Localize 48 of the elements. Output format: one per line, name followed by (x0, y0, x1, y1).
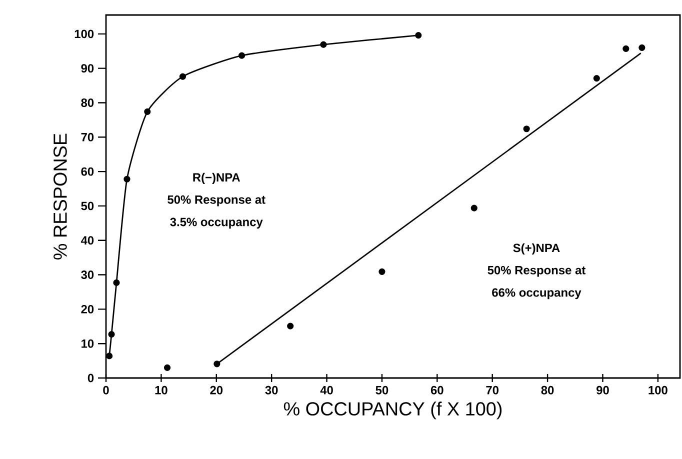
point (124, 176, 130, 182)
point (108, 331, 115, 338)
y-tick-label: 90 (81, 64, 94, 73)
x-tick-label: 50 (376, 386, 388, 394)
point (320, 41, 327, 48)
annotation: 3.5% occupancy (170, 218, 263, 229)
x-tick-label: 0 (103, 386, 109, 394)
point (179, 73, 186, 80)
y-tick-label: 100 (74, 30, 94, 38)
annotation: 50% Response at (488, 266, 586, 277)
point (144, 108, 151, 115)
y-tick-label: 70 (81, 132, 94, 142)
x-tick-label: 70 (486, 386, 499, 394)
y-tick-label: 60 (81, 167, 94, 176)
x-tick-label: 30 (265, 386, 278, 394)
point (378, 268, 386, 275)
y-tick-label: 80 (81, 98, 94, 107)
x-tick-label: 40 (320, 386, 333, 394)
y-tick-label: 0 (88, 374, 94, 382)
annotation: S(+)NPA (513, 243, 560, 255)
point (287, 322, 294, 330)
point (470, 204, 478, 212)
point (638, 44, 646, 51)
point (593, 75, 600, 82)
x-axis-title: % OCCUPANCY (f X 100) (284, 402, 502, 420)
point (415, 32, 422, 39)
annotation: 66% occupancy (492, 288, 582, 300)
y-tick-label: 50 (81, 202, 94, 210)
x-tick-label: 10 (155, 386, 168, 394)
point (238, 52, 246, 59)
point (622, 45, 630, 52)
y-axis-title: % RESPONSE (53, 134, 67, 260)
y-tick-label: 30 (81, 270, 94, 280)
y-tick-label: 10 (82, 339, 94, 348)
y-tick-label: 20 (81, 304, 94, 314)
x-tick-label: 100 (648, 386, 668, 394)
x-tick-label: 90 (596, 386, 609, 394)
x-tick-label: 20 (210, 386, 223, 394)
point (164, 364, 171, 371)
point (214, 360, 220, 368)
point (113, 279, 120, 286)
x-tick-label: 80 (541, 386, 554, 394)
x-tick-label: 60 (430, 386, 444, 394)
annotation: 50% Response at (168, 195, 266, 206)
y-tick-label: 40 (80, 236, 94, 245)
point (523, 126, 530, 132)
annotation: R(−)NPA (193, 172, 240, 184)
point (106, 352, 113, 360)
